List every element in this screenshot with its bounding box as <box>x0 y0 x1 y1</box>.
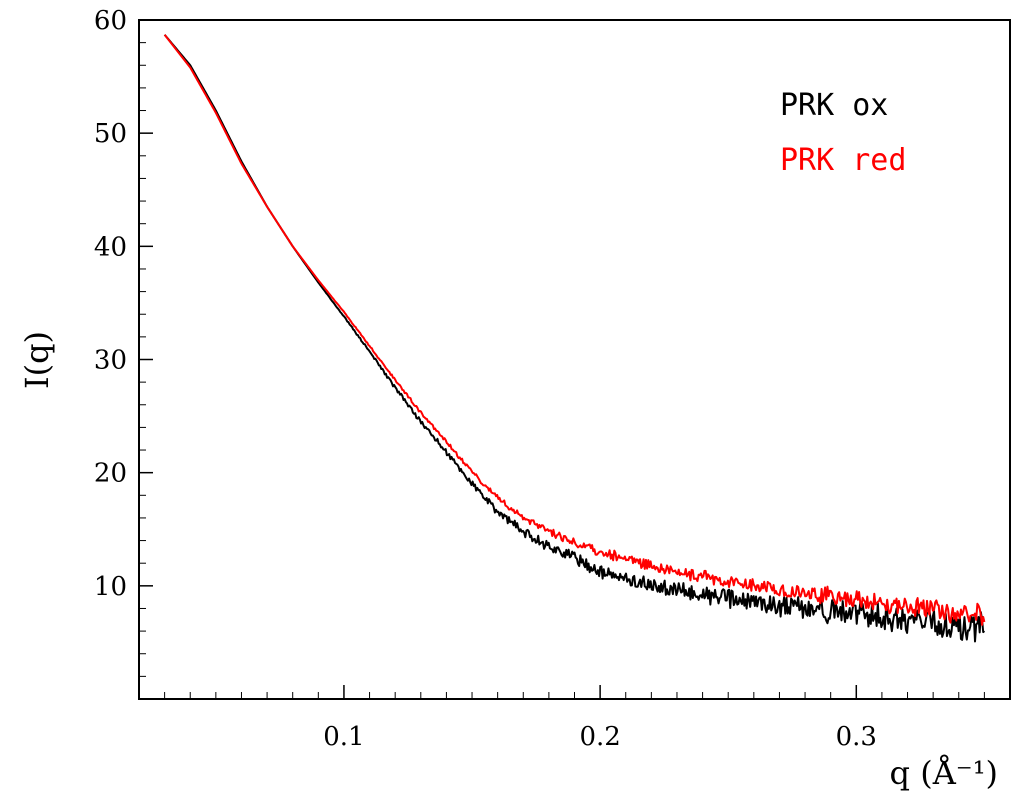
x-tick-label: 0.2 <box>579 722 620 752</box>
x-tick-label: 0.3 <box>836 722 877 752</box>
x-axis-label: q (Å⁻¹) <box>890 754 998 792</box>
y-tick-label: 40 <box>94 232 127 262</box>
y-tick-label: 60 <box>94 6 127 36</box>
major-ticks <box>139 19 858 699</box>
series-line-prk-red <box>163 34 986 626</box>
x-tick-label: 0.1 <box>323 722 364 752</box>
y-tick-label: 30 <box>94 346 127 376</box>
y-tick-label: 20 <box>94 459 127 489</box>
y-tick-label: 10 <box>94 572 127 602</box>
x-tick-labels: 0.1 0.2 0.3 <box>323 722 877 752</box>
series-line-prk-ox <box>163 34 986 643</box>
y-axis-label: I(q) <box>18 331 56 389</box>
minor-ticks <box>139 42 985 699</box>
legend-entry-red: PRK red <box>780 143 906 178</box>
y-tick-label: 50 <box>94 119 127 149</box>
y-tick-labels: 10 20 30 40 50 60 <box>94 6 127 602</box>
legend: PRK ox PRK red <box>780 88 906 178</box>
series-group <box>163 34 986 643</box>
legend-entry-ox: PRK ox <box>780 88 888 123</box>
